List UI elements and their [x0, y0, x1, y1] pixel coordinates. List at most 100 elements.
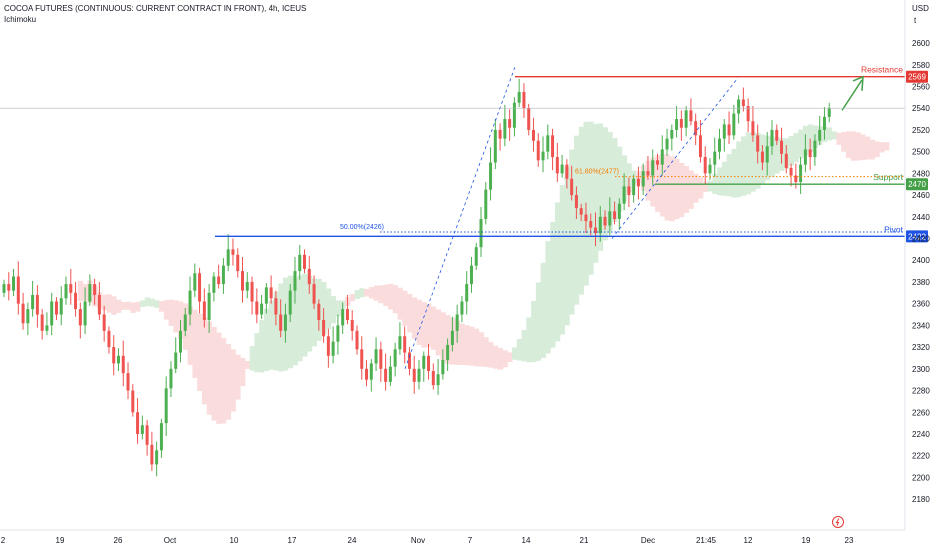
cloud-segment	[841, 132, 847, 152]
candle-body	[217, 276, 221, 285]
candle-body	[555, 157, 559, 174]
candle-body	[780, 140, 784, 154]
cloud-segment	[612, 138, 618, 222]
level-price-tag-pivot	[906, 230, 928, 243]
cloud-segment	[473, 328, 480, 367]
candle-body	[775, 129, 779, 141]
time-tick-14: 19	[802, 536, 811, 545]
candle-body	[21, 303, 25, 324]
candle-body	[288, 290, 292, 315]
cloud-segment	[125, 301, 131, 310]
cloud-segment	[211, 326, 217, 421]
candle-body	[236, 254, 240, 272]
cloud-segment	[201, 317, 208, 405]
cloud-segment	[325, 288, 332, 329]
time-axis[interactable]: 2 19 26 Oct 10 17 24 Nov 7 14 21 Dec 21:45 12 19 23	[1, 536, 854, 545]
candle-body	[365, 368, 369, 380]
price-tick-2500: 2500	[912, 148, 930, 157]
time-tick-12: 21:45	[696, 536, 717, 545]
candle-body	[150, 444, 154, 465]
cloud-segment	[788, 136, 794, 166]
cloud-segment	[254, 333, 260, 373]
candle-body	[698, 135, 702, 158]
level-price-label-resistance: 2569	[908, 73, 926, 82]
candle-body	[665, 138, 669, 150]
candle-body	[522, 91, 526, 109]
cloud-segment	[736, 141, 742, 198]
flash-icon[interactable]	[832, 516, 844, 528]
candle-body	[159, 423, 163, 451]
cloud-segment	[454, 320, 461, 365]
cloud-segment	[521, 329, 527, 362]
cloud-segment	[850, 131, 856, 161]
candle-body	[45, 325, 49, 331]
candle-body	[718, 138, 722, 152]
candle-body	[126, 373, 130, 391]
candle-body	[746, 106, 750, 122]
candle-body	[188, 290, 192, 315]
candle-body	[589, 221, 593, 228]
cloud-segment	[397, 287, 403, 320]
cloud-segment	[440, 312, 446, 362]
cloud-segment	[273, 291, 279, 371]
cloud-segment	[430, 306, 437, 350]
cloud-segment	[368, 287, 375, 299]
candle-body	[441, 360, 445, 375]
cloud-segment	[297, 275, 303, 362]
cloud-segment	[469, 326, 475, 366]
candle-body	[412, 368, 416, 382]
candle-body	[198, 273, 202, 302]
price-tick-2280: 2280	[912, 387, 930, 396]
cloud-segment	[855, 132, 861, 161]
currency-label: USD	[912, 4, 929, 13]
cloud-segment	[554, 202, 561, 342]
cloud-segment	[564, 166, 570, 326]
candle-body	[713, 151, 717, 165]
candle-body	[78, 309, 82, 326]
fib-label-1: 61.80%(2477)	[575, 169, 619, 176]
candle-body	[336, 325, 340, 342]
time-tick-7: Nov	[411, 536, 425, 545]
candle-body	[169, 368, 173, 389]
candle-body	[579, 208, 583, 215]
candle-body	[679, 119, 683, 128]
candle-body	[326, 336, 330, 356]
candle-body	[112, 347, 116, 364]
candle-body	[632, 178, 636, 196]
candle-body	[708, 164, 712, 174]
candle-body	[16, 276, 20, 304]
cloud-segment	[836, 132, 842, 145]
candle-body	[465, 284, 469, 302]
cloud-segment	[717, 167, 723, 196]
cloud-segment	[550, 222, 556, 348]
level-price-label-pivot: 2422	[908, 232, 926, 241]
price-tick-2600: 2600	[912, 39, 930, 48]
cloud-segment	[225, 344, 232, 420]
candles	[2, 78, 831, 477]
candle-body	[617, 203, 621, 219]
cloud-segment	[545, 241, 551, 354]
price-tick-2420: 2420	[912, 235, 930, 244]
candle-body	[484, 189, 488, 219]
forecast-arrow-line	[841, 79, 863, 111]
candle-body	[226, 249, 230, 266]
candle-body	[369, 363, 373, 380]
cloud-segment	[139, 300, 146, 307]
cloud-segment	[669, 156, 675, 222]
cloud-segment	[163, 300, 170, 320]
candle-body	[584, 214, 588, 222]
candle-body	[813, 140, 817, 158]
candle-body	[512, 102, 516, 128]
cloud-segment	[392, 285, 399, 314]
cloud-segment	[421, 301, 427, 348]
price-axis[interactable]: USD t 2180 2200 2220 2240 2260 2280 2300 2320 23…	[912, 4, 930, 504]
cloud-segment	[531, 300, 537, 363]
candle-body	[622, 186, 626, 204]
candle-body	[670, 129, 674, 139]
candle-body	[450, 330, 454, 345]
candle-body	[574, 195, 578, 209]
cloud-segment	[244, 361, 251, 369]
candle-body	[317, 303, 321, 320]
cloud-segment	[502, 350, 508, 368]
